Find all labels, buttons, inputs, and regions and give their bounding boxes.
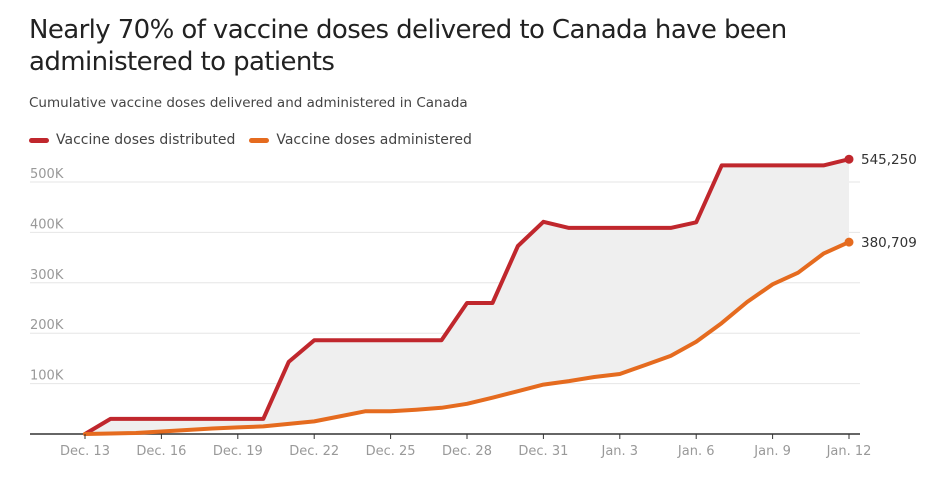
x-tick-label: Dec. 31 [518,444,568,459]
x-tick-label: Dec. 13 [60,444,110,459]
legend-swatch-distributed [29,137,49,143]
y-tick-label: 100K [30,369,64,384]
legend-item-distributed: Vaccine doses distributed [29,132,235,148]
x-tick-label: Jan. 9 [753,444,791,459]
legend-label-administered: Vaccine doses administered [276,132,472,148]
y-tick-label: 500K [30,167,64,182]
y-tick-label: 200K [30,318,64,333]
x-tick-label: Jan. 3 [601,444,639,459]
legend: Vaccine doses distributed Vaccine doses … [29,132,486,148]
x-tick-label: Jan. 6 [677,444,715,459]
y-tick-label: 300K [30,268,64,283]
chart-subtitle: Cumulative vaccine doses delivered and a… [29,95,468,111]
x-tick-label: Dec. 22 [289,444,339,459]
legend-swatch-administered [249,137,270,143]
x-tick-label: Jan. 12 [826,444,872,459]
x-tick-label: Dec. 25 [366,444,416,459]
series-line-distributed [83,157,851,436]
legend-label-distributed: Vaccine doses distributed [56,132,236,148]
end-marker-distributed [844,154,854,164]
end-label-distributed: 545,250 [861,152,917,168]
x-tick-label: Dec. 19 [213,444,263,459]
legend-item-administered: Vaccine doses administered [249,132,472,148]
x-tick-label: Dec. 28 [442,444,492,459]
x-tick-label: Dec. 16 [136,444,186,459]
y-tick-label: 400K [30,217,64,232]
end-marker-administered [844,237,854,247]
chart-title: Nearly 70% of vaccine doses delivered to… [29,15,787,77]
end-label-administered: 380,709 [861,235,917,251]
gap-area [85,159,849,434]
series-line-administered [83,240,851,436]
